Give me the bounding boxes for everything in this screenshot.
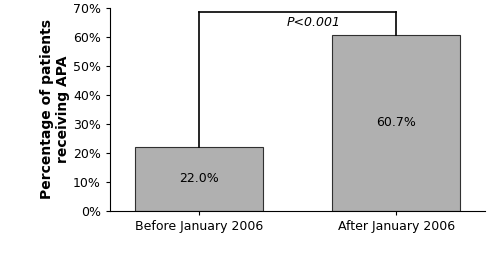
Bar: [134, 147, 263, 211]
Text: 22.0%: 22.0%: [179, 172, 218, 185]
Text: P<0.001: P<0.001: [286, 16, 341, 29]
Bar: [332, 35, 460, 211]
Y-axis label: Percentage of patients
receiving APA: Percentage of patients receiving APA: [40, 19, 70, 199]
Text: 60.7%: 60.7%: [376, 116, 416, 129]
